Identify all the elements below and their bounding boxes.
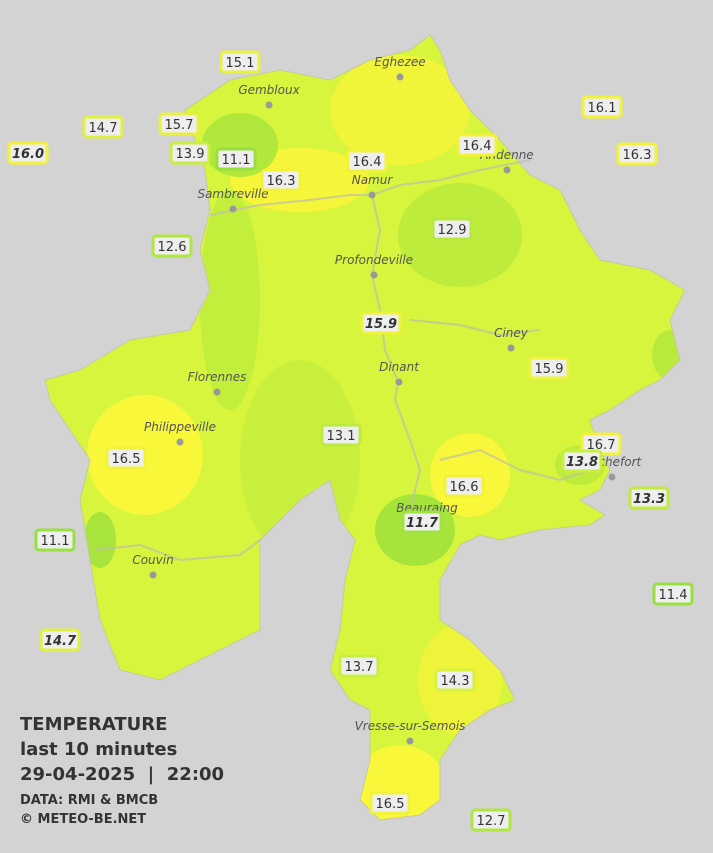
station-value: 13.3 xyxy=(633,492,665,507)
station-box xyxy=(346,149,388,173)
city-dot xyxy=(608,473,616,481)
zone xyxy=(330,55,470,165)
station-value: 15.7 xyxy=(165,118,194,133)
station-value: 11.4 xyxy=(659,588,688,603)
legend-datetime: 29-04-2025 | 22:00 xyxy=(20,764,224,785)
zone xyxy=(200,190,260,410)
legend-copyright: © METEO-BE.NET xyxy=(20,812,146,827)
city-label: Namur xyxy=(352,173,394,187)
station-box xyxy=(82,115,124,139)
station-box xyxy=(34,528,76,552)
station-box xyxy=(215,147,257,171)
station-box xyxy=(431,217,473,241)
station-box xyxy=(456,133,498,157)
station-value: 12.6 xyxy=(158,240,187,255)
station-value: 16.4 xyxy=(353,155,382,170)
city-label: Profondeville xyxy=(335,253,413,267)
station-box xyxy=(616,142,658,166)
legend-source: DATA: RMI & BMCB xyxy=(20,793,158,808)
station-box xyxy=(528,356,570,380)
station-box xyxy=(105,446,147,470)
station-value: 16.4 xyxy=(463,139,492,154)
station-value: 12.7 xyxy=(477,814,506,829)
city-dot xyxy=(265,101,273,109)
city-dot xyxy=(406,737,414,745)
station-box xyxy=(360,311,402,335)
station-box xyxy=(260,168,302,192)
city-dot xyxy=(396,73,404,81)
zone xyxy=(84,512,116,568)
city-dot xyxy=(507,344,515,352)
station-box xyxy=(652,582,694,606)
station-box xyxy=(628,486,670,510)
station-value: 16.3 xyxy=(267,174,296,189)
station-value: 15.1 xyxy=(226,56,255,71)
city-label: Florennes xyxy=(188,370,247,384)
station-box xyxy=(158,112,200,136)
station-box xyxy=(443,474,485,498)
station-value: 15.9 xyxy=(535,362,564,377)
station-value: 15.9 xyxy=(365,317,397,332)
station-value: 16.5 xyxy=(376,797,405,812)
city-label: Couvin xyxy=(132,553,173,567)
station-box xyxy=(39,628,81,652)
city-label: Ciney xyxy=(494,326,529,340)
station-value: 11.7 xyxy=(406,516,439,531)
station-value: 14.3 xyxy=(441,674,470,689)
station-box xyxy=(401,510,443,534)
station-box xyxy=(219,50,261,74)
city-dot xyxy=(368,191,376,199)
station-box xyxy=(581,95,623,119)
station-box xyxy=(369,791,411,815)
station-value: 13.1 xyxy=(327,429,356,444)
station-value: 16.7 xyxy=(587,438,616,453)
city-dot xyxy=(176,438,184,446)
station-box xyxy=(561,449,603,473)
river xyxy=(370,194,422,511)
city-label: Sambreville xyxy=(197,187,268,201)
station-box xyxy=(470,808,512,832)
city-label: Vresse-sur-Semois xyxy=(355,719,466,733)
city-label: Dinant xyxy=(379,360,420,374)
station-value: 14.7 xyxy=(44,634,77,649)
station-value: 13.9 xyxy=(176,147,205,162)
city-label: Gembloux xyxy=(238,83,300,97)
station-value: 16.5 xyxy=(112,452,141,467)
river xyxy=(439,448,591,482)
legend-period: last 10 minutes xyxy=(20,739,177,760)
station-box xyxy=(434,668,476,692)
station-box xyxy=(320,423,362,447)
city-dot xyxy=(503,166,511,174)
city-dot xyxy=(370,271,378,279)
station-value: 12.9 xyxy=(438,223,467,238)
station-box xyxy=(151,234,193,258)
cities: EghezeeGemblouxAndenneNamurSambrevillePr… xyxy=(132,55,643,745)
station-value: 11.1 xyxy=(222,153,251,168)
city-dot xyxy=(229,205,237,213)
legend: TEMPERATURE last 10 minutes 29-04-2025 |… xyxy=(20,714,224,827)
station-value: 16.6 xyxy=(450,480,479,495)
legend-title: TEMPERATURE xyxy=(20,714,167,735)
city-dot xyxy=(213,388,221,396)
station-value: 13.7 xyxy=(345,660,374,675)
city-label: Philippeville xyxy=(144,420,216,434)
river xyxy=(94,539,261,562)
station-box xyxy=(7,141,49,165)
river xyxy=(409,319,541,337)
station-box xyxy=(169,141,211,165)
station-value: 16.1 xyxy=(588,101,617,116)
stations: 15.1 14.7 15.7 16.0 13.9 11.1 16.3 16.4 16.4 16.1… xyxy=(7,50,694,832)
city-label: Eghezee xyxy=(374,55,425,69)
station-value: 11.1 xyxy=(41,534,70,549)
station-value: 14.7 xyxy=(89,121,118,136)
station-value: 16.3 xyxy=(623,148,652,163)
station-value: 13.8 xyxy=(566,455,598,470)
station-box xyxy=(338,654,380,678)
city-dot xyxy=(149,571,157,579)
station-value: 16.0 xyxy=(12,147,44,162)
city-dot xyxy=(395,378,403,386)
